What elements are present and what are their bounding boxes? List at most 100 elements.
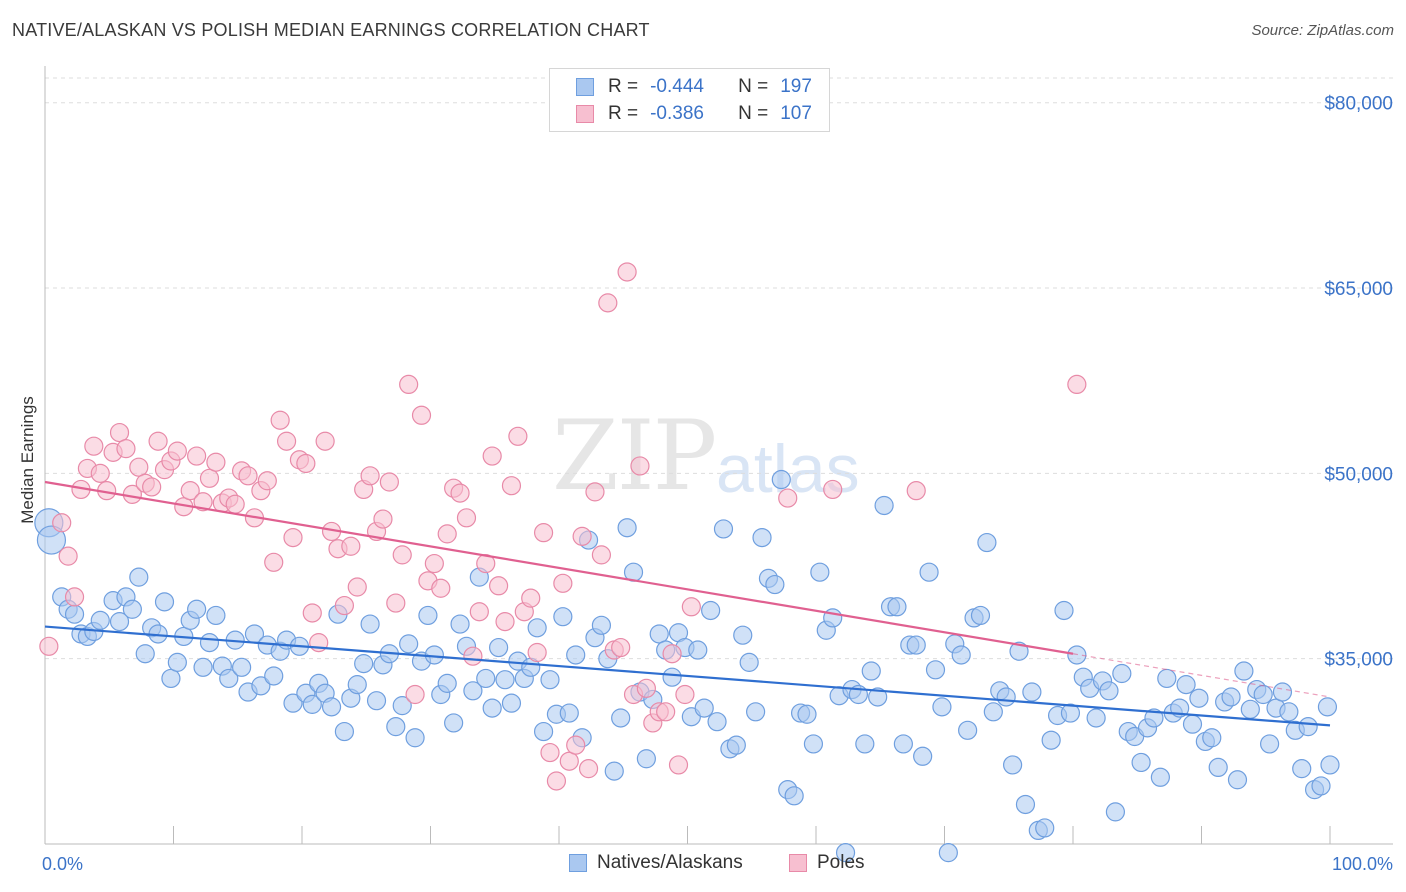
point-natives <box>321 697 342 717</box>
bottom-legend-swatch-poles <box>789 854 807 872</box>
point-natives <box>386 717 406 737</box>
point-natives <box>803 734 824 754</box>
point-poles <box>64 587 85 607</box>
chart-title: NATIVE/ALASKAN VS POLISH MEDIAN EARNINGS… <box>12 20 650 40</box>
trendline-poles-extension <box>1072 653 1331 698</box>
point-poles <box>341 536 361 556</box>
point-poles <box>533 523 554 543</box>
point-poles <box>199 468 220 488</box>
legend-r-label: R = <box>608 103 639 124</box>
point-natives <box>1253 684 1273 705</box>
point-poles <box>546 771 567 791</box>
point-natives <box>1292 759 1312 779</box>
point-natives <box>1317 697 1338 717</box>
point-poles <box>578 759 599 779</box>
point-natives <box>925 660 946 680</box>
point-poles <box>58 546 78 566</box>
point-natives <box>553 607 573 627</box>
point-poles <box>148 431 168 451</box>
point-natives <box>354 654 374 674</box>
point-natives <box>219 668 239 689</box>
x-tick-label: 100.0% <box>1332 854 1393 874</box>
point-natives <box>733 625 753 645</box>
point-natives <box>444 713 464 733</box>
legend-swatch-poles <box>576 105 594 123</box>
point-natives <box>591 615 612 635</box>
point-natives <box>855 734 875 754</box>
legend-n-value: 107 <box>780 103 812 124</box>
point-natives <box>232 657 252 677</box>
point-poles <box>379 472 399 492</box>
point-natives <box>206 605 226 626</box>
point-natives <box>476 668 496 689</box>
point-poles <box>187 446 207 466</box>
point-natives <box>604 761 624 781</box>
point-natives <box>199 633 220 653</box>
point-natives <box>1320 755 1340 775</box>
point-natives <box>527 618 547 638</box>
point-natives <box>1054 600 1074 621</box>
point-natives <box>739 652 759 672</box>
legend-r-value: -0.386 <box>650 103 704 124</box>
point-natives <box>1105 802 1126 822</box>
trendline-natives <box>44 625 1331 727</box>
point-natives <box>1260 734 1280 754</box>
point-natives <box>193 657 213 677</box>
point-natives <box>765 574 785 595</box>
point-natives <box>887 597 907 617</box>
point-natives <box>784 786 804 806</box>
point-natives <box>1176 675 1196 695</box>
point-natives <box>1003 755 1023 775</box>
point-poles <box>559 751 579 771</box>
point-poles <box>90 463 110 483</box>
point-natives <box>1202 728 1222 748</box>
point-natives <box>951 645 971 665</box>
point-poles <box>52 513 72 533</box>
point-poles <box>508 426 528 446</box>
y-tick-label: $50,000 <box>1324 464 1393 485</box>
legend-n-value: 197 <box>780 76 812 97</box>
point-poles <box>116 439 136 459</box>
point-natives <box>334 721 355 742</box>
point-natives <box>161 668 181 689</box>
point-natives <box>501 693 522 713</box>
point-natives <box>437 673 457 693</box>
point-natives <box>617 518 637 538</box>
point-poles <box>84 436 104 456</box>
point-natives <box>906 635 926 655</box>
point-natives <box>109 612 130 632</box>
legend-swatch-natives <box>576 78 594 96</box>
bottom-legend-swatch-natives <box>569 854 587 872</box>
point-natives <box>540 670 560 690</box>
point-poles <box>1067 374 1087 394</box>
point-poles <box>572 526 592 546</box>
point-poles <box>270 410 290 430</box>
point-natives <box>1150 767 1170 787</box>
point-natives <box>122 599 142 619</box>
point-poles <box>437 524 457 544</box>
point-natives <box>649 624 669 644</box>
point-natives <box>1240 699 1260 719</box>
point-poles <box>424 553 444 574</box>
point-natives <box>938 843 958 863</box>
point-poles <box>591 545 612 565</box>
legend-r-label: R = <box>608 76 639 97</box>
chart-source: Source: ZipAtlas.com <box>1251 22 1394 39</box>
point-natives <box>977 532 997 553</box>
point-natives <box>958 720 978 740</box>
point-natives <box>1144 708 1164 728</box>
point-natives <box>90 610 110 630</box>
point-natives <box>1009 641 1029 661</box>
point-poles <box>585 482 605 502</box>
point-natives <box>713 519 734 539</box>
point-natives <box>36 525 67 555</box>
point-poles <box>167 441 187 461</box>
point-natives <box>970 605 991 626</box>
legend-r-value: -0.444 <box>650 76 704 97</box>
point-natives <box>707 712 727 732</box>
point-poles <box>225 494 245 514</box>
point-natives <box>399 634 419 654</box>
point-natives <box>167 652 187 672</box>
point-natives <box>1272 682 1293 702</box>
